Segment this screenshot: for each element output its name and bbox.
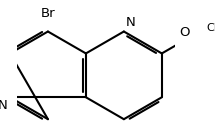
Text: Br: Br — [41, 7, 55, 20]
Text: CH₃: CH₃ — [207, 23, 215, 33]
Text: N: N — [0, 99, 8, 112]
Text: O: O — [179, 26, 190, 39]
Text: N: N — [126, 16, 136, 29]
